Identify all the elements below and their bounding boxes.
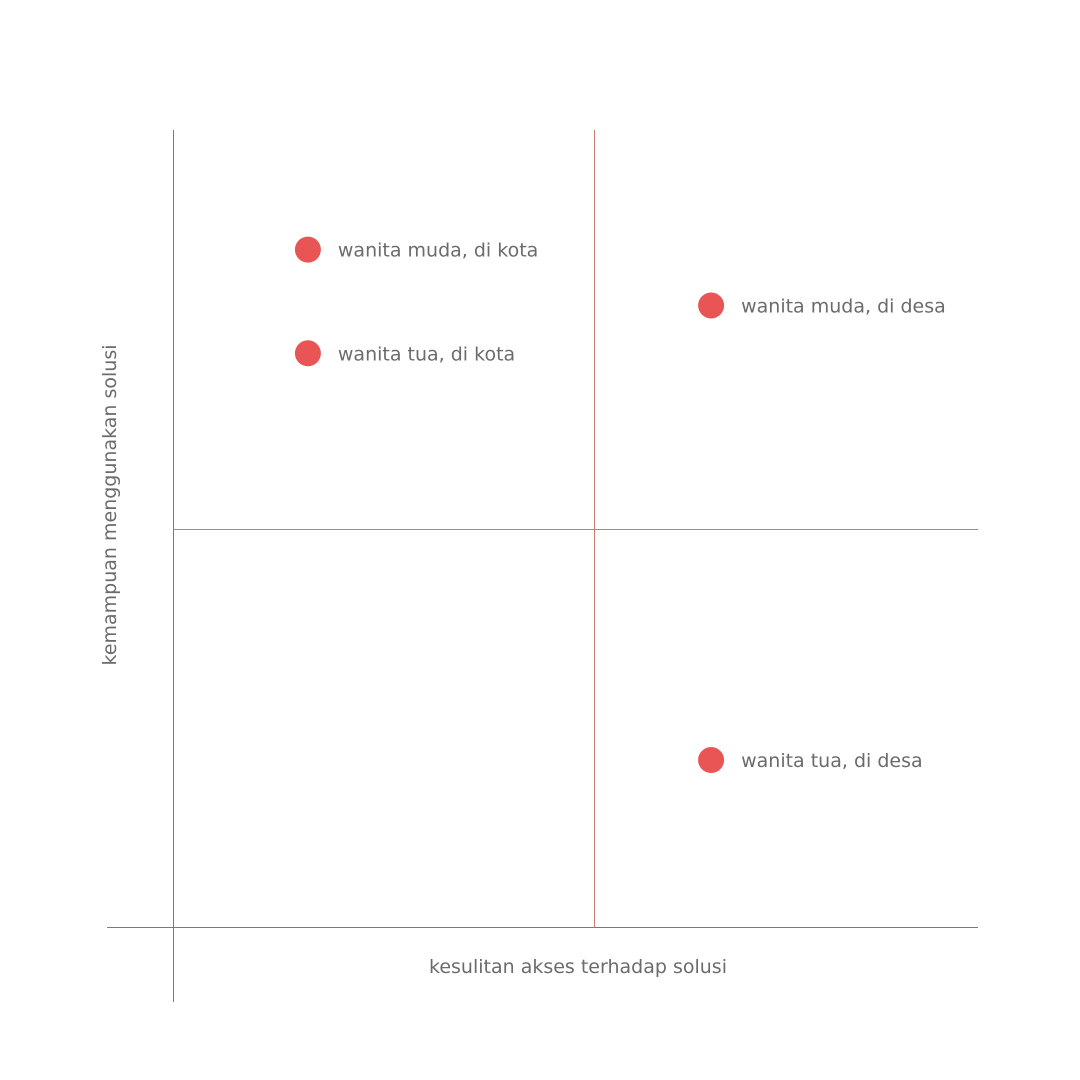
data-point: wanita muda, di desa	[698, 292, 946, 319]
data-point-label: wanita tua, di desa	[741, 750, 923, 772]
data-points: wanita muda, di kota wanita tua, di kota w…	[294, 236, 946, 774]
data-point-marker	[294, 236, 321, 263]
data-point: wanita muda, di kota	[294, 236, 538, 263]
y-axis-title: kemampuan menggunakan solusi	[99, 344, 121, 665]
data-point-label: wanita muda, di desa	[741, 295, 946, 317]
data-point-marker	[294, 340, 321, 367]
data-point-marker	[698, 747, 725, 774]
x-axis-title: kesulitan akses terhadap solusi	[429, 956, 727, 978]
data-point-label: wanita muda, di kota	[338, 240, 538, 262]
data-point: wanita tua, di kota	[294, 340, 515, 367]
data-point-marker	[698, 292, 725, 319]
data-point-label: wanita tua, di kota	[338, 343, 515, 365]
data-point: wanita tua, di desa	[698, 747, 923, 774]
